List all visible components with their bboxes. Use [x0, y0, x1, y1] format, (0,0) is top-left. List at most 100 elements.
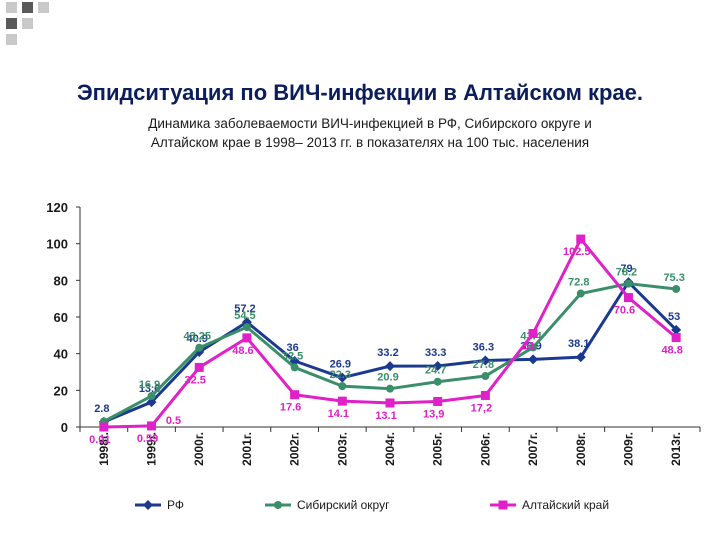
data-label-s3: 0.01	[89, 434, 110, 446]
data-label-s1: 36	[286, 342, 298, 354]
y-tick-label: 40	[54, 347, 68, 362]
x-tick-label: 2000г.	[192, 432, 206, 466]
data-label-s2: 43.25	[183, 331, 211, 343]
x-tick-label: 2005г.	[431, 432, 445, 466]
data-label-s1: 79	[620, 263, 632, 275]
data-label-s2: 72.8	[568, 277, 589, 289]
data-label-s1: 57.2	[234, 303, 255, 315]
data-label-s3: 0.59	[137, 433, 158, 445]
data-point-s3	[337, 396, 347, 406]
data-point-s2	[672, 284, 681, 293]
data-point-s3	[623, 293, 633, 303]
data-label-s2: 78.2	[616, 267, 637, 279]
data-point-s1	[671, 324, 682, 335]
data-point-s2	[242, 323, 251, 332]
data-label-s1: 38.1	[568, 338, 589, 350]
data-point-s1	[337, 372, 348, 383]
data-label-s3: 102.5	[563, 246, 591, 258]
data-label-s1: 33.2	[377, 347, 398, 359]
data-label-s3: 17,2	[471, 402, 492, 414]
data-label-s3: 70.6	[614, 305, 635, 317]
x-tick-label: 2013г.	[669, 432, 683, 466]
data-label-s1: 26.9	[330, 359, 351, 371]
data-point-s3	[385, 398, 395, 408]
page-title: Эпидситуация по ВИЧ-инфекции в Алтайском…	[77, 80, 643, 105]
y-tick-label: 20	[54, 383, 68, 398]
x-tick-label: 2006г.	[478, 432, 492, 466]
chart-subtitle: Динамика заболеваемости ВИЧ-инфекцией в …	[60, 114, 680, 152]
data-point-s3	[99, 422, 109, 432]
data-label-s2: 32.5	[282, 350, 303, 362]
data-label-s3: 14.1	[328, 408, 349, 420]
data-label-s2: 27.8	[473, 359, 494, 371]
data-point-s2	[195, 343, 204, 352]
data-label-s2: 22.3	[330, 369, 351, 381]
x-tick-label: 2007г.	[526, 432, 540, 466]
data-label-s3: 48.8	[661, 345, 682, 357]
data-label-s3: 51	[523, 341, 535, 353]
data-point-s3	[528, 329, 538, 338]
data-label-s3: 13,9	[423, 409, 444, 421]
data-label-s2: 16.9	[139, 379, 160, 391]
data-point-s3	[290, 390, 300, 400]
y-tick-label: 80	[54, 273, 68, 288]
data-label-s1: 33.3	[425, 347, 446, 359]
x-tick-label: 2002г.	[288, 432, 302, 466]
data-point-s1	[146, 397, 157, 408]
y-tick-label: 0	[61, 420, 68, 435]
data-label-s1: 2.8	[94, 403, 109, 415]
data-point-s1	[385, 361, 395, 372]
y-tick-label: 120	[46, 200, 68, 215]
data-point-s1	[575, 352, 586, 363]
x-tick-label: 2008г.	[574, 432, 588, 466]
subtitle-line-1: Динамика заболеваемости ВИЧ-инфекцией в …	[148, 116, 592, 131]
legend-label: РФ	[167, 498, 184, 512]
data-point-s2	[624, 279, 633, 288]
x-tick-label: 1999г.	[145, 432, 159, 466]
data-label-s2: 54.5	[234, 310, 255, 322]
data-point-s2	[529, 343, 538, 352]
data-label-s1: 40.9	[187, 333, 208, 345]
data-point-s2	[386, 384, 394, 393]
data-point-s3	[433, 397, 443, 407]
y-tick-label: 60	[54, 310, 68, 325]
data-point-s3	[480, 390, 490, 400]
x-tick-label: 2003г.	[335, 432, 349, 466]
data-point-s1	[432, 360, 443, 371]
data-point-s2	[481, 372, 490, 381]
data-point-s3	[147, 421, 157, 431]
legend-label: Алтайский край	[522, 498, 609, 512]
data-label-s3: 32.5	[185, 374, 206, 386]
data-label-s3: 13.1	[375, 410, 396, 422]
y-tick-label: 100	[46, 237, 68, 252]
data-label-s2: 20.9	[377, 372, 398, 384]
data-point-s3	[671, 333, 681, 343]
data-label-s2: 24.7	[425, 365, 446, 377]
data-label-s3: 48.6	[232, 345, 253, 357]
x-tick-label: 2001г.	[240, 432, 254, 466]
x-tick-label: 1998г.	[97, 432, 111, 466]
data-point-s3	[576, 234, 586, 244]
data-point-s3	[194, 362, 204, 372]
x-tick-label: 2009г.	[621, 432, 635, 466]
legend-swatch-marker	[274, 501, 282, 509]
data-point-s2	[338, 382, 347, 391]
data-label-s1: 53	[668, 311, 680, 323]
legend-swatch-marker	[498, 500, 508, 510]
data-label-s1: 36.3	[473, 341, 494, 353]
corner-squares-decoration	[6, 2, 49, 45]
data-point-s2	[290, 363, 299, 372]
legend-swatch-marker	[143, 500, 153, 510]
extra-data-label: 0.5	[166, 415, 181, 427]
data-point-s2	[147, 392, 156, 401]
data-point-s2	[433, 377, 442, 386]
subtitle-line-2: Алтайском крае в 1998– 2013 гг. в показа…	[150, 135, 590, 150]
data-point-s1	[528, 354, 539, 365]
legend-label: Сибирский округ	[297, 498, 390, 512]
x-tick-label: 2004г.	[383, 432, 397, 466]
data-point-s1	[480, 355, 491, 366]
data-point-s2	[576, 289, 585, 298]
data-label-s2: 75.3	[663, 272, 684, 284]
data-label-s3: 17.6	[280, 402, 301, 414]
